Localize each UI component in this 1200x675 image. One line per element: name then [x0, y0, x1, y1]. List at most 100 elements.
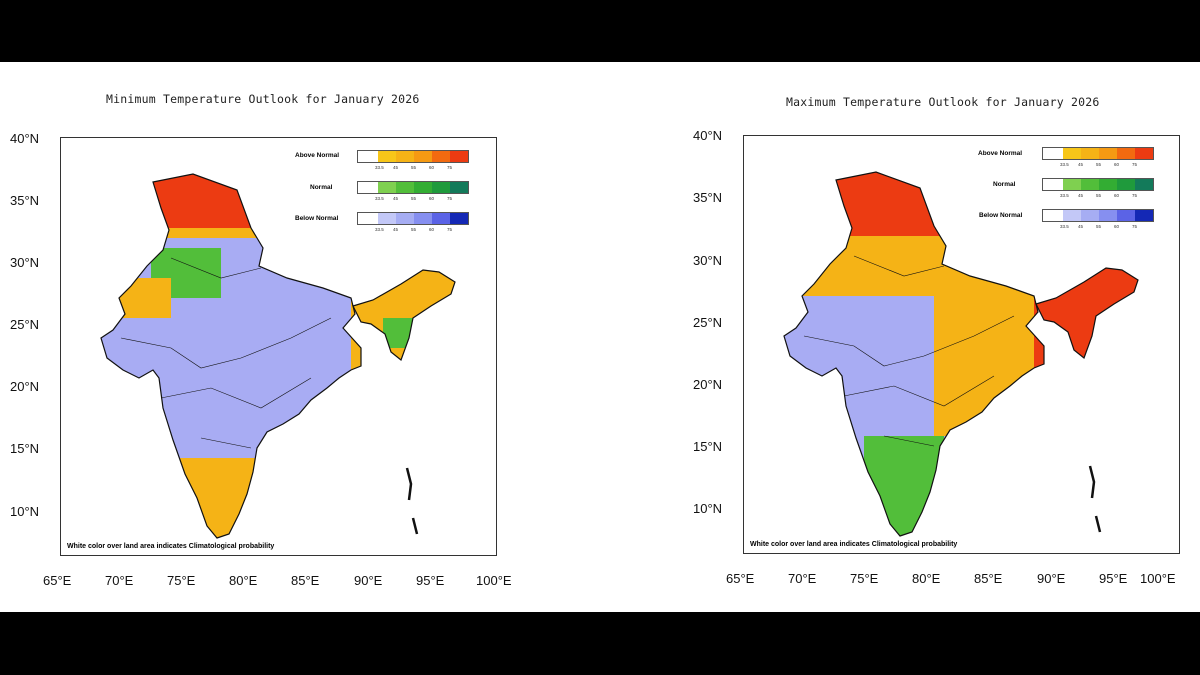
legend-level-label: 55 — [411, 165, 417, 170]
northeast-outline — [1035, 267, 1139, 359]
legend-swatch — [1043, 148, 1063, 159]
legend-swatch — [1063, 210, 1081, 221]
legend-level-label: 60 — [1114, 224, 1120, 229]
lat-tick: 30°N — [693, 253, 723, 268]
lon-tick: 85°E — [974, 571, 1003, 586]
legend-level-label: 75 — [1132, 162, 1138, 167]
legend-swatch — [432, 213, 450, 224]
legend-swatch — [1099, 148, 1117, 159]
legend-level-label: 75 — [1132, 224, 1138, 229]
lon-tick: 100°E — [476, 573, 512, 588]
legend-level-label: 55 — [411, 196, 417, 201]
legend-level-label: 60 — [429, 165, 435, 170]
legend-label-normal: Normal — [310, 184, 333, 191]
legend-swatch — [1043, 179, 1063, 190]
lat-tick: 40°N — [693, 128, 723, 143]
lon-tick: 65°E — [43, 573, 72, 588]
map-title: Maximum Temperature Outlook for January … — [786, 95, 1100, 109]
lat-tick: 35°N — [10, 193, 40, 208]
lon-tick: 85°E — [291, 573, 320, 588]
legend-swatch — [378, 213, 396, 224]
lon-tick: 90°E — [354, 573, 383, 588]
legend-level-label: 33.5 — [1060, 193, 1069, 198]
legend-swatch — [414, 151, 432, 162]
state-boundaries — [803, 255, 1015, 447]
legend-level-label: 60 — [1114, 193, 1120, 198]
legend-swatch — [450, 151, 468, 162]
legend-level-label: 33.5 — [1060, 224, 1069, 229]
map-title: Minimum Temperature Outlook for January … — [106, 92, 420, 106]
legend-swatch — [1099, 210, 1117, 221]
lon-tick: 80°E — [912, 571, 941, 586]
lat-tick: 15°N — [693, 439, 723, 454]
climatological-note: White color over land area indicates Cli… — [67, 543, 275, 550]
india-outlook-map-graphic — [783, 171, 1139, 537]
legend-swatch — [1117, 210, 1135, 221]
legend-swatch — [1063, 148, 1081, 159]
legend-label-below-normal: Below Normal — [979, 212, 1023, 219]
lon-tick: 70°E — [105, 573, 134, 588]
legend-level-label: 55 — [411, 227, 417, 232]
lon-tick: 65°E — [726, 571, 755, 586]
legend-swatch — [1135, 179, 1153, 190]
legend-bar-above-normal — [1042, 147, 1154, 160]
legend-swatch — [396, 182, 414, 193]
legend-level-label: 55 — [1096, 193, 1102, 198]
top-letterbox — [0, 0, 1200, 62]
lon-tick: 95°E — [1099, 571, 1128, 586]
lon-tick: 75°E — [167, 573, 196, 588]
legend-level-label: 45 — [393, 227, 399, 232]
legend-label-above-normal: Above Normal — [295, 152, 340, 159]
normal-south-region — [864, 436, 944, 536]
lon-tick: 90°E — [1037, 571, 1066, 586]
legend-level-label: 45 — [1078, 162, 1084, 167]
legend-swatch — [1043, 210, 1063, 221]
india-outline — [783, 171, 1045, 537]
above-normal-northeast-region — [351, 258, 455, 378]
legend-swatch — [432, 151, 450, 162]
legend-swatch — [1135, 148, 1153, 159]
legend-swatch — [1063, 179, 1081, 190]
legend-level-label: 60 — [429, 227, 435, 232]
legend-label-normal: Normal — [993, 181, 1016, 188]
legend-level-label: 75 — [1132, 193, 1138, 198]
lon-tick: 75°E — [850, 571, 879, 586]
andaman-islands — [1088, 465, 1102, 533]
legend-level-label: 60 — [429, 196, 435, 201]
legend-label-below-normal: Below Normal — [295, 215, 339, 222]
legend-level-label: 60 — [1114, 162, 1120, 167]
legend-level-label: 33.5 — [375, 227, 384, 232]
andaman-islands — [405, 467, 419, 535]
lat-tick: 10°N — [693, 501, 723, 516]
state-boundaries — [120, 257, 332, 449]
map-plot-area: White color over land area indicates Cli… — [743, 135, 1180, 554]
normal-northeast-patch — [383, 318, 413, 348]
legend-level-label: 75 — [447, 165, 453, 170]
legend-level-label: 33.5 — [375, 165, 384, 170]
legend-swatch — [432, 182, 450, 193]
lat-tick: 30°N — [10, 255, 40, 270]
lon-tick: 70°E — [788, 571, 817, 586]
lat-tick: 15°N — [10, 441, 40, 456]
lat-tick: 10°N — [10, 504, 40, 519]
legend-level-label: 45 — [393, 165, 399, 170]
lat-tick: 20°N — [10, 379, 40, 394]
legend-swatch — [1117, 148, 1135, 159]
legend-swatch — [358, 182, 378, 193]
legend-level-label: 45 — [1078, 193, 1084, 198]
lat-tick: 25°N — [10, 317, 40, 332]
legend-swatch — [358, 213, 378, 224]
forecast-fill — [784, 172, 1138, 536]
legend-bar-normal — [1042, 178, 1154, 191]
lat-tick: 40°N — [10, 131, 40, 146]
lat-tick: 35°N — [693, 190, 723, 205]
legend-level-label: 45 — [393, 196, 399, 201]
above-normal-south-region — [101, 458, 455, 538]
legend-swatch — [378, 151, 396, 162]
climatological-note: White color over land area indicates Cli… — [750, 541, 958, 548]
legend-swatch — [450, 182, 468, 193]
legend-swatch — [396, 213, 414, 224]
legend-level-label: 55 — [1096, 162, 1102, 167]
legend-swatch — [1081, 148, 1099, 159]
legend-level-label: 33.5 — [375, 196, 384, 201]
